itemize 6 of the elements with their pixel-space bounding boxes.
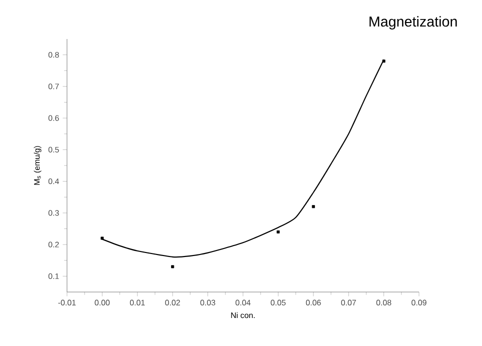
point (276, 230, 280, 234)
point (382, 60, 386, 63)
point (312, 205, 315, 208)
chart-title: Magnetization (370, 16, 457, 30)
point (171, 265, 174, 268)
point (100, 236, 104, 240)
